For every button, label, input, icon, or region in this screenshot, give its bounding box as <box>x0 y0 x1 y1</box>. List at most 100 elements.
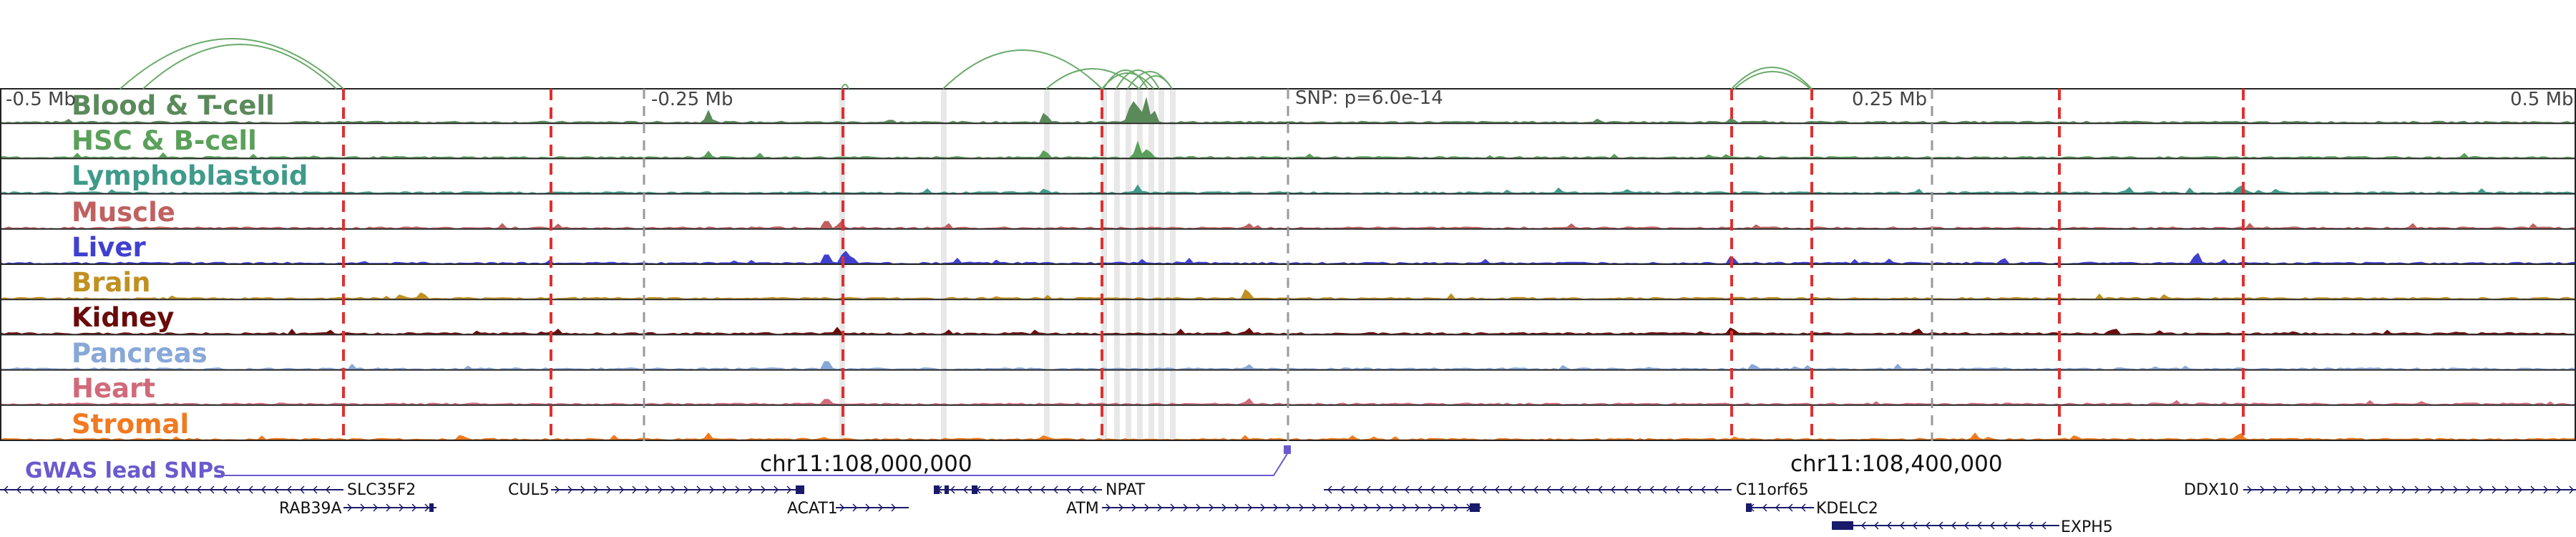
gene-arrow-kdelc2 <box>1800 503 1806 512</box>
gwas-lead-snps-label: GWAS lead SNPs <box>25 458 226 483</box>
gene-arrow-c11orf65 <box>1623 485 1629 494</box>
gene-arrow-slc35f2 <box>3 485 9 494</box>
gene-arrow-atm <box>1363 503 1369 512</box>
gene-label-c11orf65: C11orf65 <box>1736 481 1809 499</box>
gene-arrow-cul5 <box>580 485 586 494</box>
gene-arrow-cul5 <box>555 485 560 494</box>
gene-arrow-exph5 <box>1938 521 1943 530</box>
gene-exon-rab39a-0 <box>429 503 434 512</box>
gene-arrow-c11orf65 <box>1391 485 1397 494</box>
signal-liver <box>0 251 2576 263</box>
track-label-pancreas: Pancreas <box>72 338 208 369</box>
gene-arrow-atm <box>1273 503 1279 512</box>
gene-arrow-npat <box>1053 485 1058 494</box>
gene-arrow-c11orf65 <box>1700 485 1706 494</box>
gene-arrow-slc35f2 <box>42 485 47 494</box>
signal-brain <box>0 289 2576 299</box>
gene-arrow-kdelc2 <box>1775 503 1780 512</box>
gene-arrow-ddx10 <box>2311 485 2317 494</box>
gene-arrow-slc35f2 <box>196 485 202 494</box>
gene-arrow-atm <box>1131 503 1137 512</box>
gene-arrow-exph5 <box>2028 521 2034 530</box>
gene-arrow-cul5 <box>735 485 741 494</box>
gene-arrow-npat <box>1078 485 1084 494</box>
loop-arc-3 <box>942 49 1103 90</box>
gene-arrow-slc35f2 <box>106 485 112 494</box>
gene-arrow-ddx10 <box>2389 485 2394 494</box>
loop-arc-1 <box>142 44 337 90</box>
gene-arrow-ddx10 <box>2285 485 2291 494</box>
gene-arrow-cul5 <box>606 485 612 494</box>
gene-arrow-ddx10 <box>2569 485 2575 494</box>
gene-arrow-slc35f2 <box>286 485 292 494</box>
gene-arrow-c11orf65 <box>1481 485 1487 494</box>
gene-arrow-ddx10 <box>2479 485 2484 494</box>
gene-arrow-atm <box>1376 503 1382 512</box>
gene-arrow-ddx10 <box>2517 485 2523 494</box>
gene-arrow-rab39a <box>347 503 353 512</box>
gwas-link-line <box>215 452 1289 476</box>
gene-arrow-kdelc2 <box>1787 503 1793 512</box>
gene-arrow-c11orf65 <box>1674 485 1680 494</box>
gene-arrow-ddx10 <box>2298 485 2304 494</box>
gene-arrow-atm <box>1337 503 1343 512</box>
gene-arrow-atm <box>1118 503 1124 512</box>
gene-arrow-atm <box>1209 503 1214 512</box>
gene-arrow-cul5 <box>632 485 638 494</box>
gene-exon-npat-0 <box>934 485 940 494</box>
gene-arrow-ddx10 <box>2273 485 2278 494</box>
gene-arrow-rab39a <box>373 503 379 512</box>
gene-arrow-slc35f2 <box>54 485 60 494</box>
gene-arrow-ddx10 <box>2556 485 2562 494</box>
gene-arrow-exph5 <box>1886 521 1892 530</box>
track-label-hsc: HSC & B-cell <box>72 125 257 156</box>
coord-label-108000000: chr11:108,000,000 <box>760 451 972 477</box>
gene-arrow-npat <box>1001 485 1007 494</box>
axis-label-snp: SNP: p=6.0e-14 <box>1295 87 1443 109</box>
gene-arrow-atm <box>1440 503 1446 512</box>
gene-arrow-ddx10 <box>2440 485 2446 494</box>
gene-arrow-c11orf65 <box>1352 485 1358 494</box>
gene-arrow-c11orf65 <box>1430 485 1435 494</box>
gene-arrow-cul5 <box>645 485 650 494</box>
gene-exon-kdelc2-0 <box>1746 503 1752 512</box>
gene-arrow-slc35f2 <box>132 485 137 494</box>
signal-heart <box>0 398 2576 405</box>
gene-arrow-acat1 <box>852 503 858 512</box>
gene-arrow-c11orf65 <box>1610 485 1616 494</box>
gene-arrow-exph5 <box>1963 521 1969 530</box>
gene-arrow-ddx10 <box>2260 485 2265 494</box>
gene-arrow-atm <box>1286 503 1292 512</box>
track-label-heart: Heart <box>72 373 155 404</box>
gene-arrow-rab39a <box>411 503 417 512</box>
gene-arrow-cul5 <box>683 485 689 494</box>
gene-arrow-cul5 <box>658 485 663 494</box>
gene-arrow-c11orf65 <box>1584 485 1590 494</box>
gene-arrow-slc35f2 <box>209 485 215 494</box>
gene-arrow-ddx10 <box>2466 485 2472 494</box>
gene-arrow-ddx10 <box>2363 485 2368 494</box>
loop-arc-4 <box>1045 68 1140 90</box>
gene-label-kdelc2: KDELC2 <box>1816 500 1878 518</box>
gene-arrow-ddx10 <box>2337 485 2343 494</box>
gene-arrow-slc35f2 <box>29 485 34 494</box>
gene-arrow-npat <box>1040 485 1045 494</box>
gene-arrow-cul5 <box>696 485 702 494</box>
gene-arrow-c11orf65 <box>1533 485 1538 494</box>
gene-arrow-cul5 <box>786 485 792 494</box>
gene-arrow-slc35f2 <box>93 485 99 494</box>
gene-arrow-cul5 <box>774 485 779 494</box>
loop-arc-7 <box>1116 69 1160 90</box>
gene-arrow-ddx10 <box>2376 485 2381 494</box>
gene-arrow-c11orf65 <box>1378 485 1384 494</box>
loop-arc-9 <box>1138 75 1173 90</box>
gene-arrow-cul5 <box>722 485 728 494</box>
track-label-blood: Blood & T-cell <box>72 90 275 121</box>
track-label-kidney: Kidney <box>72 302 175 333</box>
axis-label-left: -0.5 Mb <box>6 89 76 110</box>
gene-arrow-acat1 <box>878 503 884 512</box>
gene-arrow-atm <box>1415 503 1420 512</box>
gene-arrow-slc35f2 <box>260 485 266 494</box>
gene-arrow-slc35f2 <box>145 485 150 494</box>
